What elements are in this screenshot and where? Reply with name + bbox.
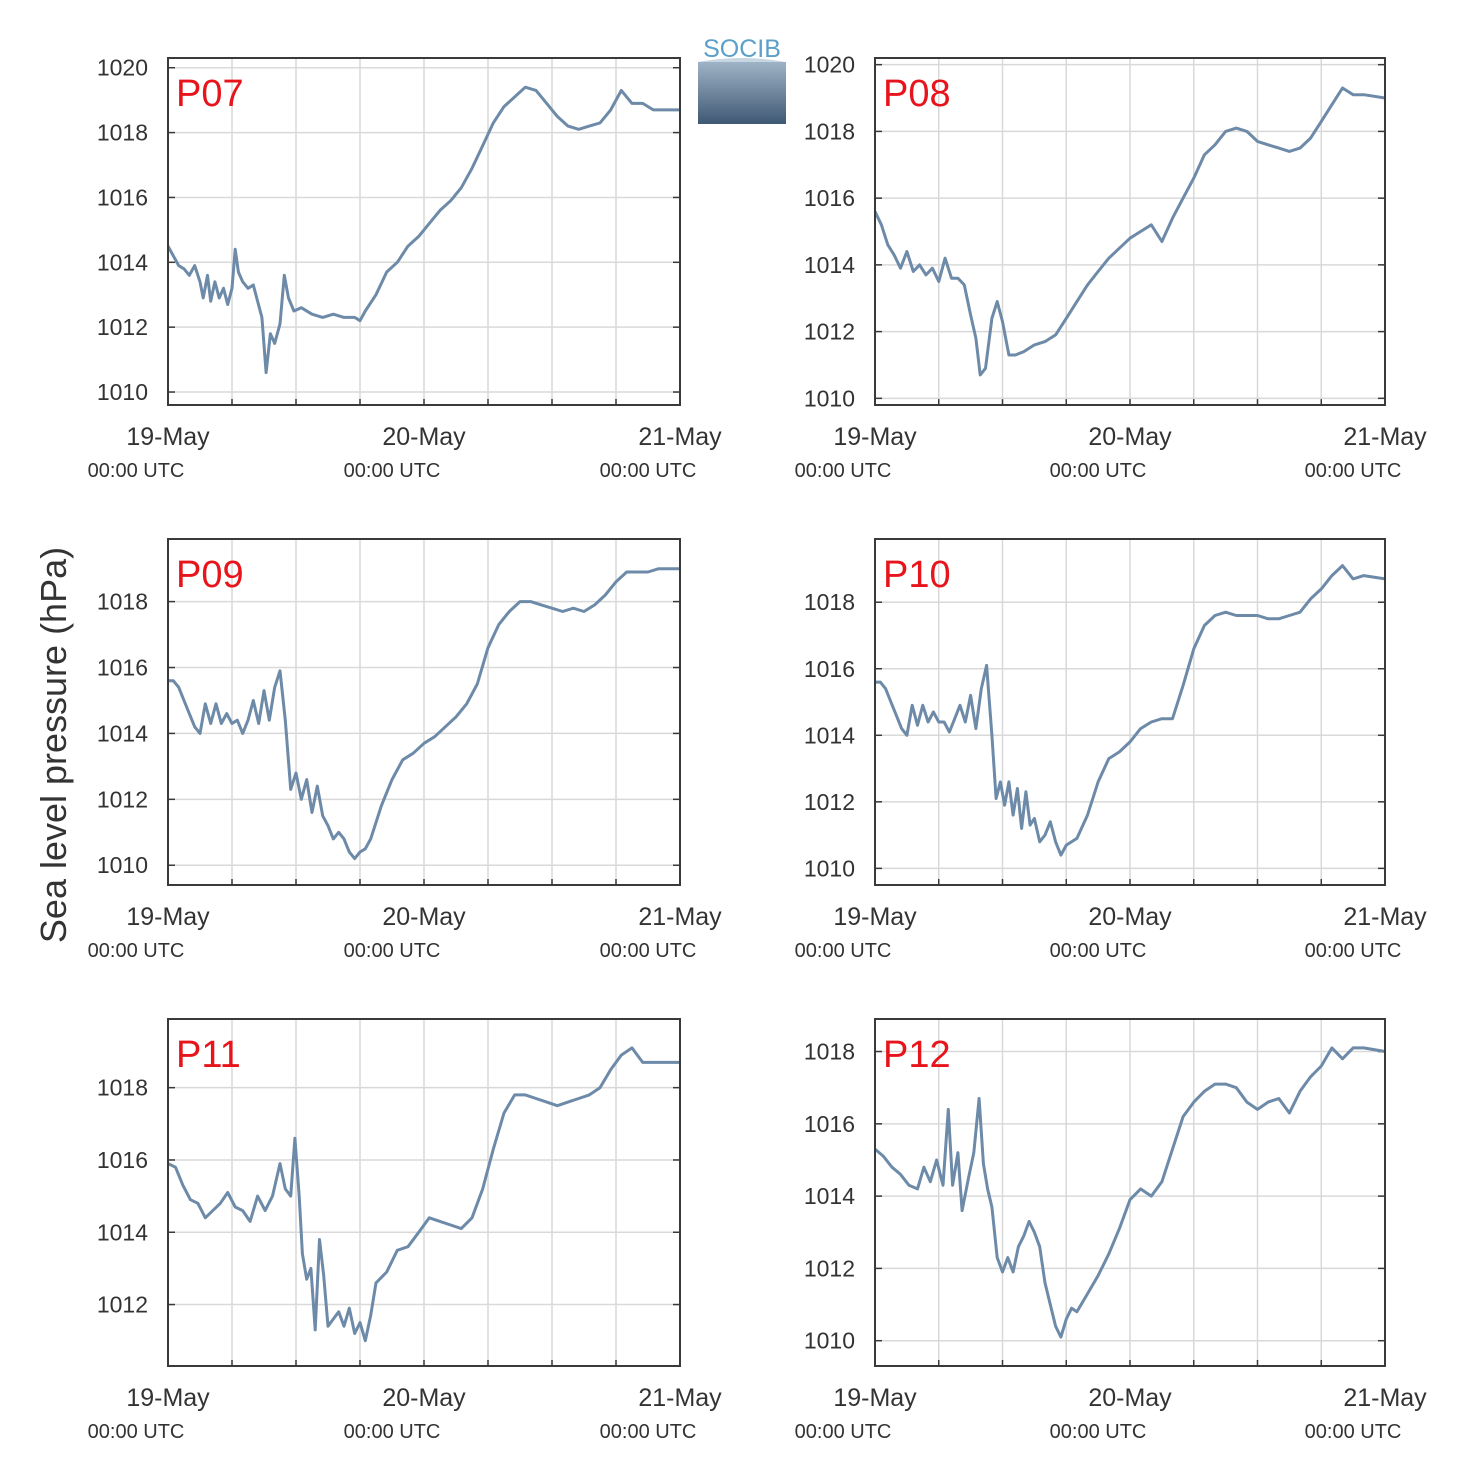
x-tick-label-time: 00:00 UTC (600, 460, 697, 482)
y-tick-label: 1010 (804, 855, 855, 881)
x-tick-label-date: 20-May (382, 903, 466, 931)
y-tick-label: 1010 (97, 852, 148, 878)
panel-p08: 1010 1012 1014 1016 1018 1020 19-May 00:00 UTC 2… (795, 52, 1428, 482)
x-tick-label-time: 00:00 UTC (88, 940, 185, 962)
x-tick-label-time: 00:00 UTC (795, 460, 892, 482)
y-tick-label: 1010 (804, 385, 855, 411)
panel-p10: 1010 1012 1014 1016 1018 19-May 00:00 UTC 20-Ma… (795, 538, 1427, 962)
y-tick-label: 1018 (97, 120, 148, 146)
x-tick-label-time: 00:00 UTC (1050, 1421, 1147, 1443)
panels-group: 1010 1012 1014 1016 1018 1020 19-May 00:00 UTC 2… (88, 52, 1428, 1443)
panel-p12: 1010 1012 1014 1016 1018 19-May 00:00 UTC 20-Ma… (795, 1018, 1427, 1443)
socib-logo: SOCIB (698, 35, 786, 124)
y-tick-label: 1014 (804, 1183, 855, 1209)
x-tick-label-date: 21-May (638, 903, 722, 931)
y-tick-label: 1016 (804, 185, 855, 211)
x-tick-label-date: 20-May (1088, 423, 1172, 451)
x-tick-label-date: 20-May (1088, 1384, 1172, 1412)
plot-frame (874, 1018, 1386, 1367)
plot-frame (167, 538, 681, 886)
station-label: P11 (176, 1034, 241, 1076)
plot-frame (874, 57, 1386, 406)
plot-frame (167, 1018, 681, 1367)
logo-wave (698, 58, 786, 62)
y-tick-label: 1016 (804, 1111, 855, 1137)
series-line (875, 564, 1386, 857)
y-tick-label: 1012 (97, 314, 148, 340)
station-label: P07 (176, 73, 244, 115)
series-line (168, 567, 680, 861)
y-tick-label: 1020 (97, 55, 148, 81)
x-tick-label-time: 00:00 UTC (88, 460, 185, 482)
x-tick-label-time: 00:00 UTC (1305, 460, 1402, 482)
x-tick-label-date: 20-May (382, 1384, 466, 1412)
x-tick-label-date: 21-May (1343, 423, 1427, 451)
x-tick-label-date: 19-May (126, 903, 210, 931)
x-tick-label-date: 19-May (126, 423, 210, 451)
logo-text: SOCIB (703, 35, 781, 63)
x-tick-label-time: 00:00 UTC (1050, 460, 1147, 482)
series-line (167, 1046, 680, 1343)
x-tick-label-date: 20-May (382, 423, 466, 451)
y-tick-label: 1014 (97, 720, 148, 746)
y-axis-label: Sea level pressure (hPa) (33, 547, 74, 943)
y-tick-label: 1018 (97, 589, 148, 615)
y-tick-label: 1016 (97, 184, 148, 210)
y-tick-label: 1012 (97, 786, 148, 812)
station-label: P08 (883, 73, 951, 115)
x-tick-label-time: 00:00 UTC (344, 460, 441, 482)
y-tick-label: 1012 (97, 1292, 148, 1318)
y-tick-label: 1012 (804, 1255, 855, 1281)
y-tick-label: 1018 (804, 118, 855, 144)
x-tick-label-time: 00:00 UTC (88, 1421, 185, 1443)
x-tick-label-time: 00:00 UTC (795, 940, 892, 962)
x-tick-label-time: 00:00 UTC (1305, 940, 1402, 962)
y-tick-label: 1010 (804, 1328, 855, 1354)
station-label: P09 (176, 554, 244, 596)
x-tick-label-date: 21-May (638, 1384, 722, 1412)
x-tick-label-time: 00:00 UTC (600, 1421, 697, 1443)
logo-gradient-block (698, 62, 786, 124)
x-tick-label-date: 21-May (638, 423, 722, 451)
x-tick-label-time: 00:00 UTC (600, 940, 697, 962)
y-tick-label: 1012 (804, 319, 855, 345)
x-tick-label-time: 00:00 UTC (1305, 1421, 1402, 1443)
x-tick-label-time: 00:00 UTC (1050, 940, 1147, 962)
x-tick-label-date: 21-May (1343, 1384, 1427, 1412)
x-tick-label-date: 19-May (833, 1384, 917, 1412)
y-tick-label: 1018 (804, 1039, 855, 1065)
x-tick-label-date: 19-May (833, 423, 917, 451)
series-line (874, 1046, 1386, 1339)
x-tick-label-date: 20-May (1088, 903, 1172, 931)
panel-p11: 1012 1014 1016 1018 19-May 00:00 UTC 20-May 00:… (88, 1018, 722, 1443)
station-label: P12 (883, 1034, 951, 1076)
y-tick-label: 1020 (804, 52, 855, 78)
y-tick-label: 1012 (804, 789, 855, 815)
series-line (166, 85, 680, 375)
x-tick-label-date: 19-May (126, 1384, 210, 1412)
station-label: P10 (883, 554, 951, 596)
x-tick-label-date: 21-May (1343, 903, 1427, 931)
x-tick-label-time: 00:00 UTC (344, 1421, 441, 1443)
panel-p09: 1010 1012 1014 1016 1018 19-May 00:00 UTC 20-Ma… (88, 538, 722, 962)
y-tick-label: 1014 (97, 1219, 148, 1245)
y-tick-label: 1014 (804, 252, 855, 278)
y-tick-label: 1010 (97, 379, 148, 405)
y-tick-label: 1016 (97, 655, 148, 681)
y-tick-label: 1016 (97, 1147, 148, 1173)
y-tick-label: 1014 (804, 722, 855, 748)
plot-frame (167, 57, 681, 406)
panel-p07: 1010 1012 1014 1016 1018 1020 19-May 00:00 UTC 2… (88, 55, 723, 482)
y-tick-label: 1016 (804, 656, 855, 682)
series-line (873, 86, 1386, 377)
y-tick-label: 1018 (97, 1075, 148, 1101)
x-tick-label-time: 00:00 UTC (795, 1421, 892, 1443)
x-tick-label-date: 19-May (833, 903, 917, 931)
y-tick-label: 1014 (97, 249, 148, 275)
plot-frame (874, 538, 1386, 886)
y-tick-label: 1018 (804, 589, 855, 615)
x-tick-label-time: 00:00 UTC (344, 940, 441, 962)
